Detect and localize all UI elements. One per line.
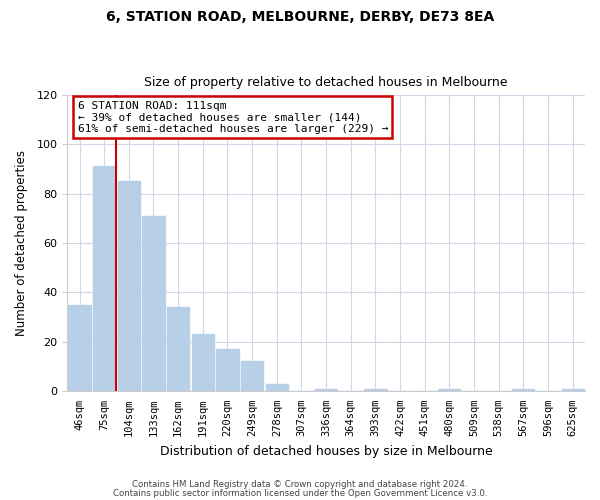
Bar (438, 388, 460, 391)
Bar (266, 384, 288, 391)
Title: Size of property relative to detached houses in Melbourne: Size of property relative to detached ho… (145, 76, 508, 90)
Bar (192, 334, 214, 391)
Bar (217, 349, 239, 391)
Bar (167, 307, 189, 391)
Bar (364, 388, 386, 391)
Bar (93, 166, 115, 391)
X-axis label: Distribution of detached houses by size in Melbourne: Distribution of detached houses by size … (160, 444, 493, 458)
Bar (315, 388, 337, 391)
Bar (562, 388, 584, 391)
Bar (241, 362, 263, 391)
Text: 6, STATION ROAD, MELBOURNE, DERBY, DE73 8EA: 6, STATION ROAD, MELBOURNE, DERBY, DE73 … (106, 10, 494, 24)
Y-axis label: Number of detached properties: Number of detached properties (15, 150, 28, 336)
Text: Contains public sector information licensed under the Open Government Licence v3: Contains public sector information licen… (113, 488, 487, 498)
Text: Contains HM Land Registry data © Crown copyright and database right 2024.: Contains HM Land Registry data © Crown c… (132, 480, 468, 489)
Text: 6 STATION ROAD: 111sqm
← 39% of detached houses are smaller (144)
61% of semi-de: 6 STATION ROAD: 111sqm ← 39% of detached… (77, 101, 388, 134)
Bar (142, 216, 164, 391)
Bar (68, 304, 91, 391)
Bar (118, 181, 140, 391)
Bar (512, 388, 535, 391)
